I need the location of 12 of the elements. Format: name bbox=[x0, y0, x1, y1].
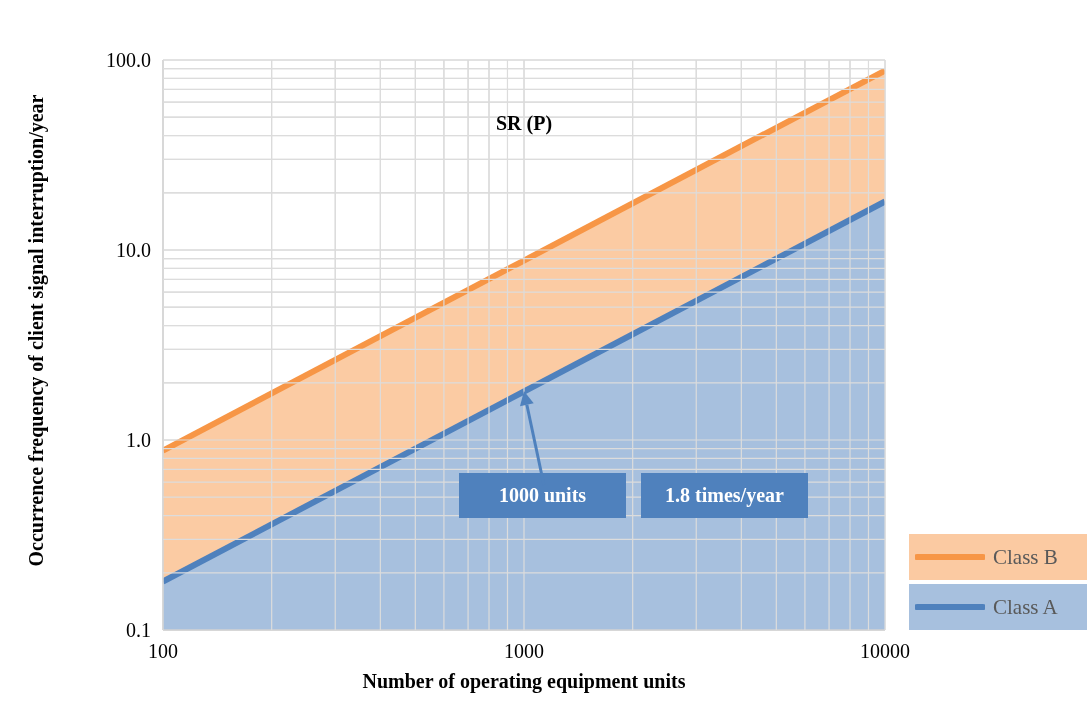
legend-label: Class B bbox=[993, 544, 1058, 570]
x-tick-label: 10000 bbox=[860, 640, 910, 663]
legend-label: Class A bbox=[993, 594, 1058, 620]
x-tick-label: 1000 bbox=[504, 640, 544, 663]
x-axis-title: Number of operating equipment units bbox=[362, 670, 686, 693]
y-tick-label: 0.1 bbox=[126, 619, 151, 642]
y-tick-label: 1.0 bbox=[126, 429, 151, 452]
x-tick-label: 100 bbox=[148, 640, 178, 663]
text: SR (P) bbox=[494, 112, 554, 135]
y-axis-title: Occurrence frequency of client signal interruption/year bbox=[23, 93, 49, 569]
y-tick-label: 100.0 bbox=[106, 49, 151, 72]
y-tick-label: 10.0 bbox=[116, 239, 151, 262]
